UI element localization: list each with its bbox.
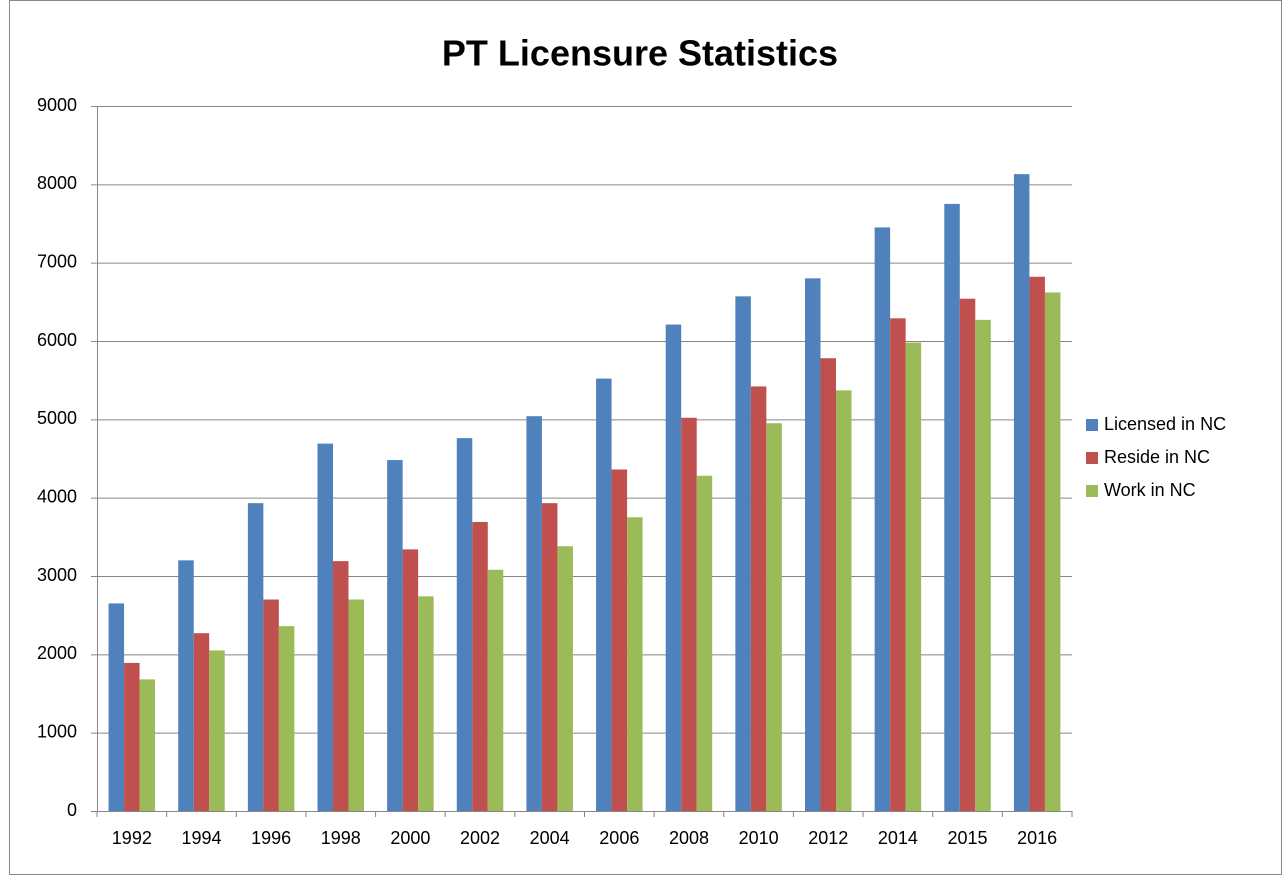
x-tick-label: 2010 bbox=[739, 828, 779, 848]
y-tick-label: 0 bbox=[67, 800, 77, 820]
y-tick-label: 7000 bbox=[37, 251, 77, 271]
bar bbox=[665, 324, 682, 811]
y-tick-label: 4000 bbox=[37, 486, 77, 506]
legend-swatch bbox=[1086, 419, 1098, 431]
y-tick-label: 5000 bbox=[37, 408, 77, 428]
bar bbox=[333, 561, 349, 811]
bar bbox=[681, 417, 697, 811]
y-tick-label: 2000 bbox=[37, 643, 77, 663]
bar bbox=[696, 475, 713, 811]
bar bbox=[317, 443, 333, 811]
bar bbox=[487, 569, 504, 811]
x-tick-label: 2015 bbox=[948, 828, 988, 848]
bar bbox=[139, 679, 156, 811]
y-tick-label: 8000 bbox=[37, 173, 77, 193]
bar bbox=[402, 549, 419, 811]
bar bbox=[627, 517, 643, 811]
bar bbox=[596, 378, 612, 811]
bar bbox=[263, 599, 279, 811]
x-tick-label: 2006 bbox=[599, 828, 639, 848]
bar bbox=[418, 596, 434, 811]
x-tick-label: 1998 bbox=[321, 828, 361, 848]
bar bbox=[874, 227, 891, 811]
bar bbox=[975, 319, 991, 811]
bar bbox=[959, 298, 976, 811]
bar bbox=[944, 203, 960, 811]
bar bbox=[735, 296, 751, 812]
bar bbox=[766, 423, 782, 811]
legend-swatch bbox=[1086, 452, 1098, 464]
x-tick-label: 2014 bbox=[878, 828, 918, 848]
bar bbox=[905, 342, 922, 811]
x-tick-label: 2000 bbox=[390, 828, 430, 848]
bar bbox=[890, 318, 906, 811]
bar bbox=[278, 626, 295, 811]
y-tick-label: 6000 bbox=[37, 330, 77, 350]
bar bbox=[541, 503, 558, 811]
legend-swatch bbox=[1086, 485, 1098, 497]
bar bbox=[247, 503, 264, 811]
bar bbox=[611, 469, 628, 811]
bar bbox=[820, 358, 836, 811]
bar bbox=[526, 416, 542, 811]
bar bbox=[472, 521, 488, 811]
y-tick-label: 3000 bbox=[37, 565, 77, 585]
bar bbox=[348, 599, 364, 811]
bar bbox=[178, 560, 194, 811]
bar bbox=[836, 390, 852, 811]
bar bbox=[750, 386, 767, 811]
y-tick-label: 1000 bbox=[37, 721, 77, 741]
bar bbox=[209, 650, 225, 811]
bar bbox=[1013, 174, 1030, 811]
x-tick-label: 2008 bbox=[669, 828, 709, 848]
x-tick-label: 2012 bbox=[808, 828, 848, 848]
x-tick-label: 2016 bbox=[1017, 828, 1057, 848]
legend-label: Work in NC bbox=[1104, 480, 1196, 500]
x-tick-label: 1992 bbox=[112, 828, 152, 848]
bar bbox=[456, 438, 473, 811]
legend-label: Reside in NC bbox=[1104, 447, 1210, 467]
legend-label: Licensed in NC bbox=[1104, 414, 1226, 434]
chart-title: PT Licensure Statistics bbox=[442, 33, 838, 74]
x-tick-label: 1996 bbox=[251, 828, 291, 848]
x-tick-label: 2004 bbox=[530, 828, 570, 848]
y-tick-label: 9000 bbox=[37, 95, 77, 115]
bar bbox=[557, 546, 573, 811]
x-tick-label: 2002 bbox=[460, 828, 500, 848]
bar bbox=[1044, 292, 1061, 811]
x-tick-label: 1994 bbox=[181, 828, 221, 848]
bar bbox=[387, 460, 403, 811]
bar bbox=[805, 278, 821, 811]
bar bbox=[1029, 276, 1045, 811]
bar bbox=[124, 662, 140, 811]
bar bbox=[193, 633, 210, 811]
bar bbox=[108, 603, 125, 811]
